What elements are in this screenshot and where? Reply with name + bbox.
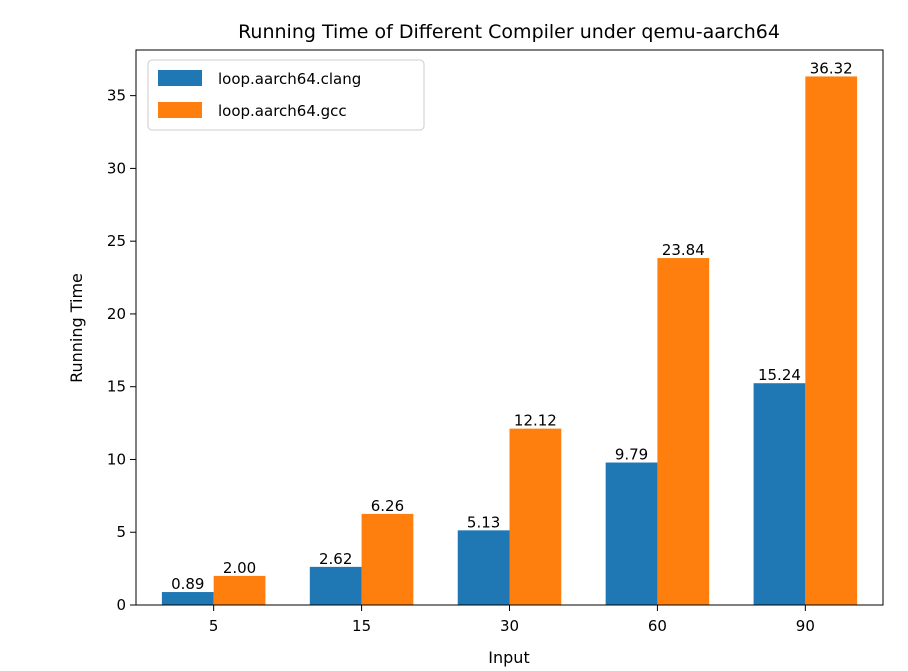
- bar-gcc-5: [213, 575, 266, 605]
- x-axis: 5 15 30 60 90: [209, 605, 815, 635]
- legend-label-clang: loop.aarch64.clang: [218, 70, 361, 88]
- plot-frame: [135, 49, 884, 606]
- bar-gcc-15: [361, 513, 414, 605]
- chart-title: Running Time of Different Compiler under…: [238, 21, 780, 43]
- data-label-clang-30: 5.13: [467, 513, 500, 531]
- x-tick-label: 60: [648, 617, 667, 635]
- y-tick-label: 35: [107, 87, 126, 105]
- bar-clang-90: [753, 383, 806, 605]
- bar-gcc-90: [805, 76, 858, 605]
- legend-swatch-gcc: [158, 102, 202, 118]
- y-tick-label: 15: [107, 378, 126, 396]
- y-tick-label: 0: [116, 596, 126, 614]
- y-tick-label: 25: [107, 232, 126, 250]
- y-tick-label: 20: [107, 305, 126, 323]
- data-label-clang-15: 2.62: [319, 550, 352, 568]
- x-tick-label: 5: [209, 617, 219, 635]
- bars-group: [161, 76, 858, 605]
- data-label-gcc-60: 23.84: [662, 241, 705, 259]
- legend-swatch-clang: [158, 70, 202, 86]
- y-axis: 0 5 10 15 20 25 30 35: [107, 87, 136, 614]
- data-label-gcc-5: 2.00: [223, 559, 256, 577]
- bar-clang-60: [605, 462, 658, 605]
- legend-label-gcc: loop.aarch64.gcc: [218, 102, 347, 120]
- data-label-gcc-30: 12.12: [514, 412, 557, 430]
- data-label-clang-90: 15.24: [758, 366, 801, 384]
- y-tick-label: 30: [107, 159, 126, 177]
- y-axis-label: Running Time: [67, 273, 86, 383]
- data-label-clang-5: 0.89: [171, 575, 204, 593]
- data-label-clang-60: 9.79: [615, 446, 648, 464]
- x-tick-label: 15: [352, 617, 371, 635]
- x-axis-label: Input: [488, 648, 529, 667]
- data-label-gcc-15: 6.26: [371, 497, 404, 515]
- data-label-gcc-90: 36.32: [810, 59, 853, 77]
- x-tick-label: 90: [796, 617, 815, 635]
- bar-clang-15: [309, 566, 362, 605]
- y-tick-label: 10: [107, 450, 126, 468]
- bar-clang-30: [457, 530, 510, 605]
- bar-gcc-30: [509, 428, 562, 605]
- legend-box: [147, 59, 425, 131]
- legend: loop.aarch64.clang loop.aarch64.gcc: [147, 59, 425, 131]
- data-labels-group: 0.89 2.62 5.13 9.79 15.24 2.00 6.26 12.12 23.84 3…: [171, 59, 853, 593]
- x-tick-label: 30: [500, 617, 519, 635]
- bar-clang-5: [161, 592, 214, 605]
- y-tick-label: 5: [116, 523, 126, 541]
- bar-gcc-60: [657, 258, 710, 605]
